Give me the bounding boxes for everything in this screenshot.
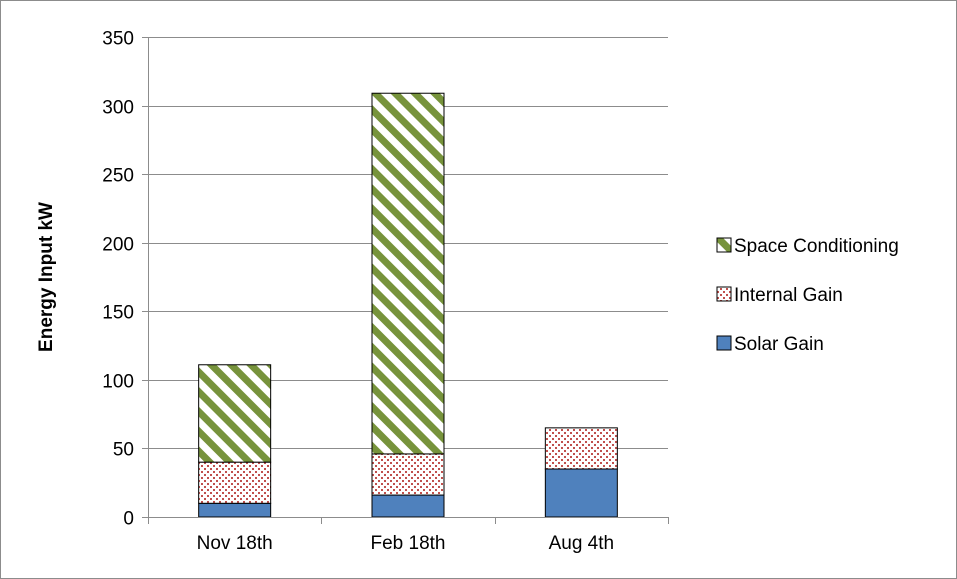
legend-label-internal-gain: Internal Gain — [734, 285, 843, 306]
y-tick-label: 150 — [102, 303, 134, 324]
y-tick-labels: 0 50 100 150 200 250 300 350 — [102, 29, 134, 530]
y-tick-label: 250 — [102, 166, 134, 187]
axes — [142, 37, 669, 524]
bars — [198, 92, 618, 518]
bar-solar-gain-aug-4th — [544, 468, 618, 518]
y-tick-label: 350 — [102, 29, 134, 50]
bar-space-conditioning-nov-18th — [198, 364, 272, 463]
bar-solar-gain-nov-18th — [198, 502, 272, 518]
x-tick-label: Nov 18th — [197, 533, 273, 554]
y-tick-label: 100 — [102, 372, 134, 393]
legend-swatch-internal-gain — [716, 286, 732, 302]
legend-label-solar-gain: Solar Gain — [734, 334, 824, 355]
legend-label-space-conditioning: Space Conditioning — [734, 236, 899, 257]
y-tick-label: 200 — [102, 235, 134, 256]
x-tick-labels: Nov 18th Feb 18th Aug 4th — [197, 533, 614, 554]
x-tick-label: Feb 18th — [371, 533, 446, 554]
bar-internal-gain-feb-18th — [371, 453, 445, 496]
x-tick-label: Aug 4th — [549, 533, 615, 554]
y-tick-label: 0 — [123, 509, 134, 530]
legend-swatch-space-conditioning — [716, 237, 732, 253]
bar-space-conditioning-feb-18th — [371, 92, 445, 455]
bar-internal-gain-aug-4th — [544, 427, 618, 470]
legend: Space Conditioning Internal Gain Solar Gai… — [716, 236, 899, 355]
y-axis-title: Energy Input kW — [36, 202, 57, 352]
bar-solar-gain-feb-18th — [371, 494, 445, 518]
y-tick-label: 300 — [102, 98, 134, 119]
bar-internal-gain-nov-18th — [198, 461, 272, 504]
y-tick-label: 50 — [113, 440, 134, 461]
legend-swatch-solar-gain — [716, 335, 732, 351]
